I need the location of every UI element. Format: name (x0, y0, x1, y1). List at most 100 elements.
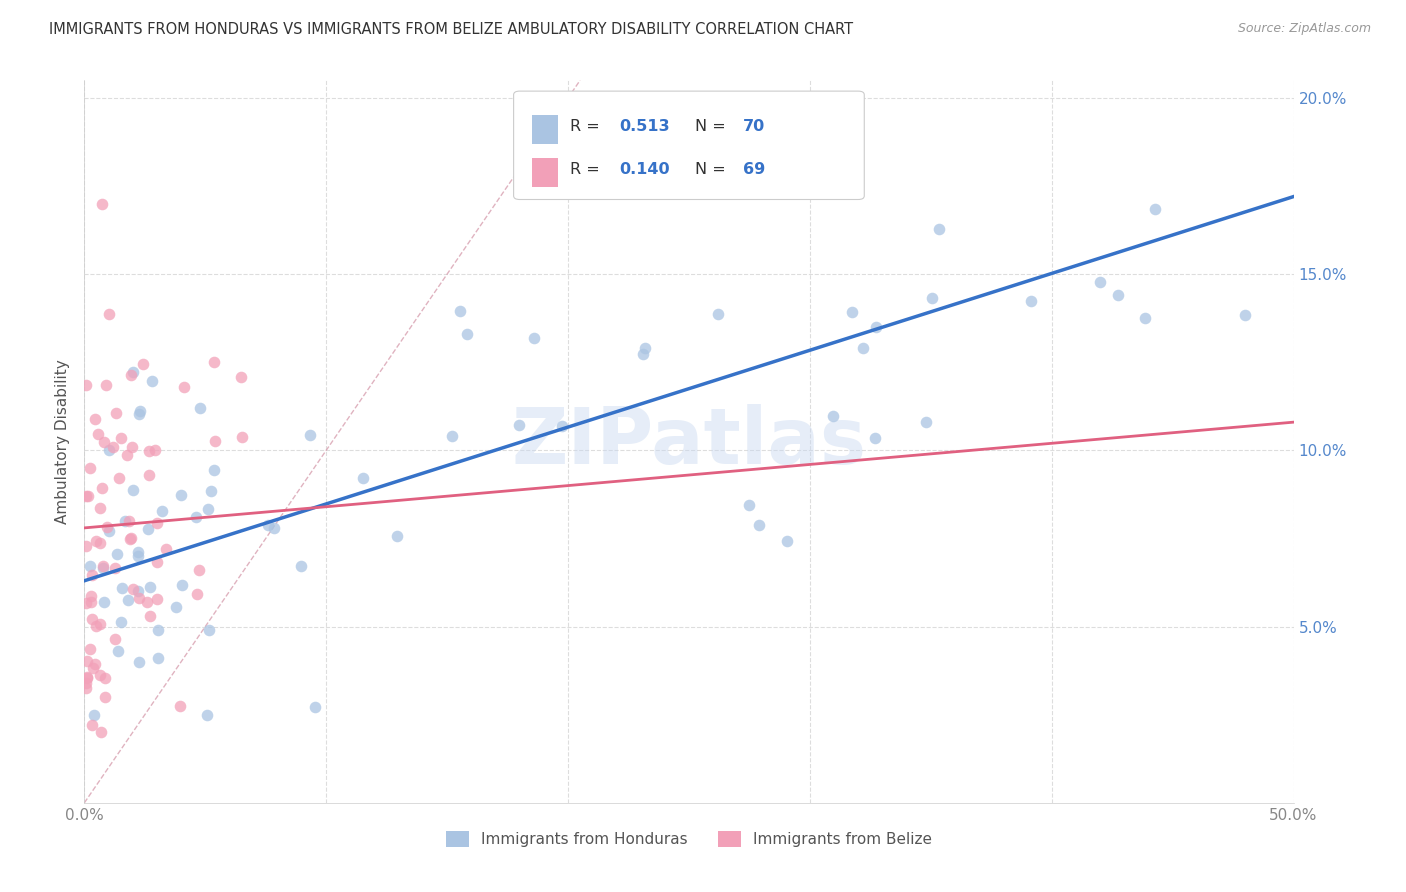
Bar (531, 115, 558, 144)
Point (353, 471, 375, 485)
Point (449, 304, 471, 318)
Text: N =: N = (695, 119, 731, 134)
Text: R =: R = (571, 119, 606, 134)
Point (89, 617, 111, 632)
Point (136, 522, 159, 536)
Point (188, 401, 211, 416)
Point (551, 418, 574, 433)
Point (82, 568, 104, 582)
Point (290, 559, 312, 574)
Point (146, 623, 169, 637)
Point (229, 369, 252, 384)
Point (748, 517, 770, 532)
Point (256, 518, 278, 533)
Point (118, 532, 141, 546)
Point (298, 428, 321, 442)
Y-axis label: Ambulatory Disability: Ambulatory Disability (55, 359, 70, 524)
Point (90, 725, 112, 739)
Point (121, 440, 143, 454)
Point (198, 623, 221, 637)
Point (122, 483, 145, 497)
Point (508, 417, 530, 432)
Point (456, 327, 478, 342)
Point (75, 681, 97, 695)
Point (128, 591, 150, 606)
Point (204, 434, 226, 448)
Point (104, 560, 127, 574)
Point (385, 529, 408, 543)
Point (170, 578, 193, 592)
Text: R =: R = (571, 162, 606, 178)
Point (76, 671, 98, 685)
Point (131, 357, 153, 371)
Point (75, 676, 97, 690)
Point (91, 196, 114, 211)
Point (1107, 287, 1129, 301)
Point (101, 440, 124, 454)
Point (197, 501, 219, 516)
Point (93, 594, 115, 608)
Point (127, 545, 149, 559)
Point (89, 536, 111, 550)
Point (231, 430, 253, 444)
Point (82, 718, 104, 732)
Point (82, 612, 104, 626)
Point (98, 524, 121, 538)
Text: ZIPatlas: ZIPatlas (512, 403, 866, 480)
Text: N =: N = (695, 162, 731, 178)
Point (852, 341, 875, 355)
Point (80, 589, 103, 603)
Point (104, 407, 127, 421)
Point (122, 582, 145, 597)
Point (165, 600, 187, 615)
Point (94, 377, 117, 392)
Point (150, 504, 173, 518)
Point (138, 443, 160, 458)
Point (129, 403, 152, 417)
Text: 70: 70 (744, 119, 766, 134)
Point (841, 305, 863, 319)
Point (86, 619, 108, 633)
Bar (531, 158, 558, 187)
Point (82, 661, 104, 675)
Point (87, 427, 110, 442)
Point (93, 671, 115, 685)
Point (79, 461, 101, 475)
Point (96, 519, 118, 533)
Point (145, 516, 167, 530)
Point (76, 670, 98, 684)
Text: Source: ZipAtlas.com: Source: ZipAtlas.com (1237, 22, 1371, 36)
Point (135, 595, 157, 609)
Point (631, 347, 654, 361)
Point (146, 555, 169, 569)
Point (117, 592, 139, 607)
Point (807, 182, 830, 196)
Point (1019, 293, 1042, 308)
Point (184, 510, 207, 524)
Point (146, 591, 169, 606)
Point (202, 463, 225, 477)
Legend: Immigrants from Honduras, Immigrants from Belize: Immigrants from Honduras, Immigrants fro… (440, 825, 938, 853)
Point (120, 531, 142, 545)
Point (821, 409, 844, 423)
Point (169, 699, 191, 714)
Point (89, 501, 111, 516)
Point (91, 560, 114, 574)
Text: 0.513: 0.513 (619, 119, 669, 134)
Point (127, 583, 149, 598)
Text: 0.140: 0.140 (619, 162, 669, 178)
Point (98, 307, 121, 321)
Point (195, 707, 218, 722)
Point (128, 655, 150, 669)
Point (173, 379, 195, 393)
Point (139, 580, 162, 594)
Point (186, 586, 208, 600)
Point (98, 443, 121, 458)
Point (114, 514, 136, 528)
Point (776, 534, 799, 549)
Point (83, 657, 105, 671)
Point (127, 549, 149, 563)
Point (75, 490, 97, 504)
Point (93, 690, 115, 705)
Point (104, 632, 127, 646)
